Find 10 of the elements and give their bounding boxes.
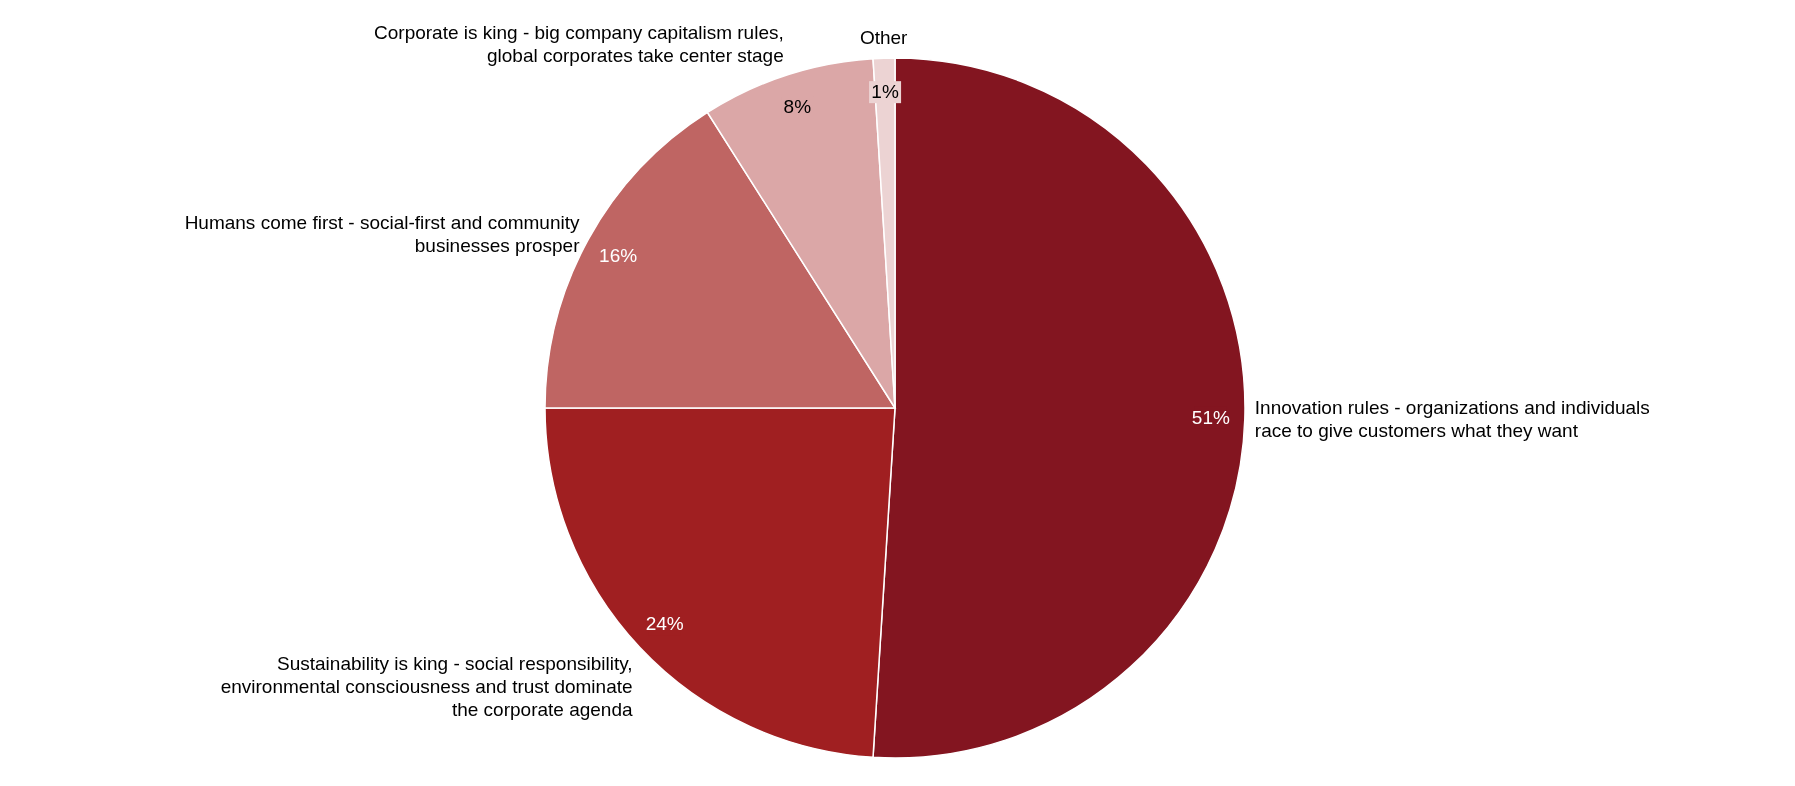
data-label: 16% [599,244,638,266]
data-label: 24% [645,613,684,635]
data-label: 1% [871,81,899,103]
slice-label: Sustainability is king - social responsibility, environmental consciousness and trust dominate the corporate agenda [220,653,633,721]
slice-label: Corporate is king - big company capitalism rules, global corporates take center stage [374,21,784,66]
data-label: 51% [1191,406,1230,428]
slice-label: Humans come first - social-first and community businesses prosper [184,212,581,257]
slice-label: Other [859,27,909,49]
data-label: 8% [783,96,812,118]
slice-label: Innovation rules - organizations and individuals race to give customers what they want [1254,396,1650,441]
